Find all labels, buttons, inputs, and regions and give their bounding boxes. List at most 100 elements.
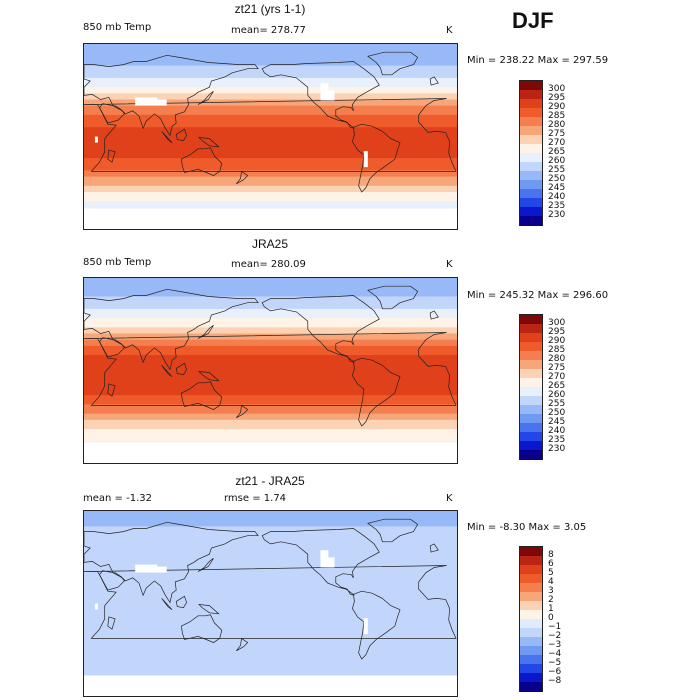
- field-band: [84, 179, 457, 184]
- panel-2-colorbar: [519, 314, 543, 460]
- missing-data: [135, 97, 158, 106]
- coastline: [367, 518, 419, 543]
- colorbar-tick-label: 245: [548, 417, 566, 427]
- colorbar-tick-label: 235: [548, 435, 566, 445]
- field-band: [84, 345, 457, 350]
- coastline: [161, 131, 173, 143]
- coastline: [352, 590, 401, 660]
- field-band: [84, 336, 457, 341]
- colorbar-cell: [520, 81, 542, 91]
- colorbar-tick-label: −6: [548, 667, 562, 677]
- coastline: [107, 616, 116, 630]
- field-band: [84, 139, 457, 144]
- field-band: [84, 355, 457, 359]
- field-band: [84, 376, 457, 381]
- colorbar-tick-label: −3: [548, 640, 562, 650]
- coastline: [367, 285, 419, 310]
- coastline: [99, 103, 125, 124]
- colorbar-tick-label: 285: [548, 345, 566, 355]
- field-band: [84, 47, 457, 51]
- field-band: [84, 416, 457, 421]
- colorbar-cell: [520, 108, 542, 118]
- field-band: [84, 379, 457, 384]
- coastline: [198, 604, 220, 615]
- field-band: [84, 111, 457, 116]
- colorbar-tick-label: 240: [548, 426, 566, 436]
- field-band: [84, 511, 457, 515]
- field-band: [84, 68, 457, 73]
- coastline: [198, 371, 220, 382]
- field-band: [84, 278, 457, 282]
- coastline: [107, 383, 116, 397]
- field-band: [84, 102, 457, 107]
- field-band: [84, 652, 457, 657]
- coastline: [84, 54, 259, 137]
- panel-3-colorbar: [519, 546, 543, 692]
- antarctica-mask: [84, 208, 457, 229]
- colorbar-cell: [520, 333, 542, 343]
- colorbar-tick-label: 6: [548, 559, 554, 569]
- colorbar-tick-label: 240: [548, 192, 566, 202]
- missing-data: [320, 557, 335, 568]
- colorbar-tick-label: 265: [548, 147, 566, 157]
- colorbar-tick-label: 250: [548, 408, 566, 418]
- field-band: [84, 105, 457, 110]
- field-band: [84, 348, 457, 353]
- colorbar-tick-label: 230: [548, 444, 566, 454]
- field-band: [84, 358, 457, 362]
- panel-2-units: K: [446, 259, 453, 270]
- field-band: [84, 606, 457, 611]
- field-band: [84, 594, 457, 598]
- panel-2-variable-label: 850 mb Temp: [83, 257, 152, 268]
- colorbar-tick-label: 300: [548, 318, 566, 328]
- missing-data: [94, 136, 98, 143]
- colorbar-cell: [520, 682, 542, 692]
- colorbar-cell: [520, 601, 542, 611]
- field-band: [84, 625, 457, 629]
- field-band: [84, 659, 457, 663]
- panel-1-title: zt21 (yrs 1-1): [234, 2, 306, 16]
- field-band: [84, 56, 457, 61]
- colorbar-cell: [520, 637, 542, 647]
- panel-2-title: JRA25: [251, 237, 289, 251]
- panel-2-map: [83, 277, 458, 464]
- field-band: [84, 575, 457, 580]
- field-band: [84, 367, 457, 372]
- field-band: [84, 318, 457, 322]
- field-band: [84, 53, 457, 57]
- colorbar-cell: [520, 565, 542, 575]
- colorbar-cell: [520, 207, 542, 217]
- field-band: [84, 649, 457, 654]
- colorbar-tick-label: 260: [548, 156, 566, 166]
- field-band: [84, 327, 457, 332]
- colorbar-tick-label: 295: [548, 327, 566, 337]
- field-band: [84, 370, 457, 375]
- coastline: [161, 365, 173, 377]
- field-band: [84, 597, 457, 602]
- colorbar-tick-label: 1: [548, 604, 554, 614]
- field-band: [84, 127, 457, 131]
- field-band: [84, 201, 457, 205]
- panel-1-colorbar: [519, 80, 543, 226]
- colorbar-cell: [520, 153, 542, 163]
- field-band: [84, 581, 457, 586]
- coastline: [367, 51, 419, 76]
- coastline: [181, 614, 223, 643]
- field-band: [84, 382, 457, 387]
- field-band: [84, 361, 457, 365]
- coastline: [197, 558, 214, 572]
- panel-1-map-svg: [84, 44, 457, 229]
- panel-3-mean-label: mean = -1.32: [83, 493, 152, 504]
- field-band: [84, 398, 457, 402]
- field-band: [84, 655, 457, 660]
- colorbar-tick-label: 4: [548, 577, 554, 587]
- colorbar-tick-label: 290: [548, 102, 566, 112]
- field-band: [84, 622, 457, 626]
- field-band: [84, 290, 457, 295]
- field-band: [84, 535, 457, 540]
- field-band: [84, 662, 457, 666]
- panel-2-mean-label: mean= 280.09: [231, 259, 306, 270]
- field-band: [84, 173, 457, 178]
- colorbar-tick-label: 265: [548, 381, 566, 391]
- colorbar-tick-label: 255: [548, 165, 566, 175]
